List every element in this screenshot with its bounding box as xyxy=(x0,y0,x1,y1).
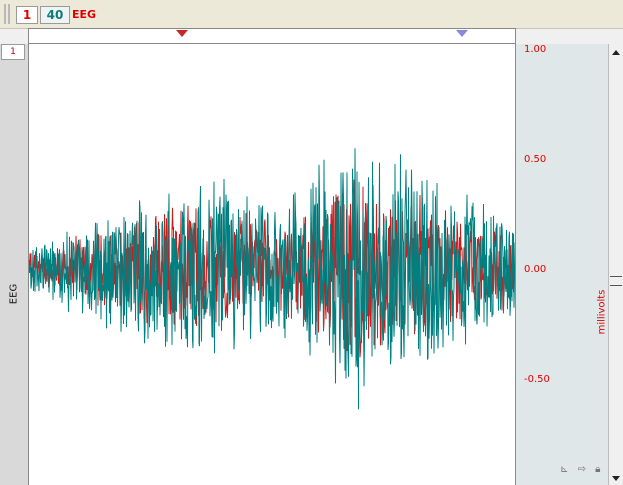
channel-name-text: EEG xyxy=(8,283,20,305)
cursor-bar[interactable] xyxy=(28,28,516,44)
axis-icon[interactable]: ⊾ xyxy=(560,464,569,475)
voltage-scale-panel: 1.00 0.50 0.00 -0.50 millivolts ⊾ ⇨ 🔒︎ xyxy=(515,44,609,485)
channel-name-label: EEG xyxy=(4,274,24,314)
channel-index[interactable]: 1 xyxy=(1,44,25,60)
cursor-marker-red-icon[interactable] xyxy=(176,30,188,37)
arrow-icon[interactable]: ⇨ xyxy=(577,464,586,475)
channel-label-strip: 1 EEG xyxy=(0,44,28,485)
scale-tick-0-00: 0.00 xyxy=(524,264,547,275)
scale-tick-1-00: 1.00 xyxy=(524,44,547,55)
units-text: millivolts xyxy=(596,289,608,335)
vertical-scrollbar[interactable] xyxy=(608,44,623,485)
grip-handle-icon[interactable] xyxy=(4,4,12,24)
scroll-up-icon[interactable] xyxy=(612,50,620,55)
scroll-down-icon[interactable] xyxy=(612,476,620,481)
eeg-plot-area[interactable] xyxy=(28,44,515,485)
scale-tick-0-50: 0.50 xyxy=(524,154,547,165)
scroll-thumb[interactable] xyxy=(610,276,622,286)
window-title: EEG xyxy=(72,8,97,21)
channel-tab-1[interactable]: 1 xyxy=(16,6,38,24)
eeg-trace-primary xyxy=(29,148,515,410)
cursor-marker-blue-icon[interactable] xyxy=(456,30,468,37)
channel-tab-40[interactable]: 40 xyxy=(40,6,70,24)
units-label: millivolts xyxy=(596,289,608,335)
scale-tick-neg-0-50: -0.50 xyxy=(524,374,550,385)
top-toolbar: 1 40 EEG xyxy=(0,0,623,29)
lock-icon[interactable]: 🔒︎ xyxy=(595,464,601,475)
scale-tool-icons: ⊾ ⇨ 🔒︎ xyxy=(560,464,606,475)
